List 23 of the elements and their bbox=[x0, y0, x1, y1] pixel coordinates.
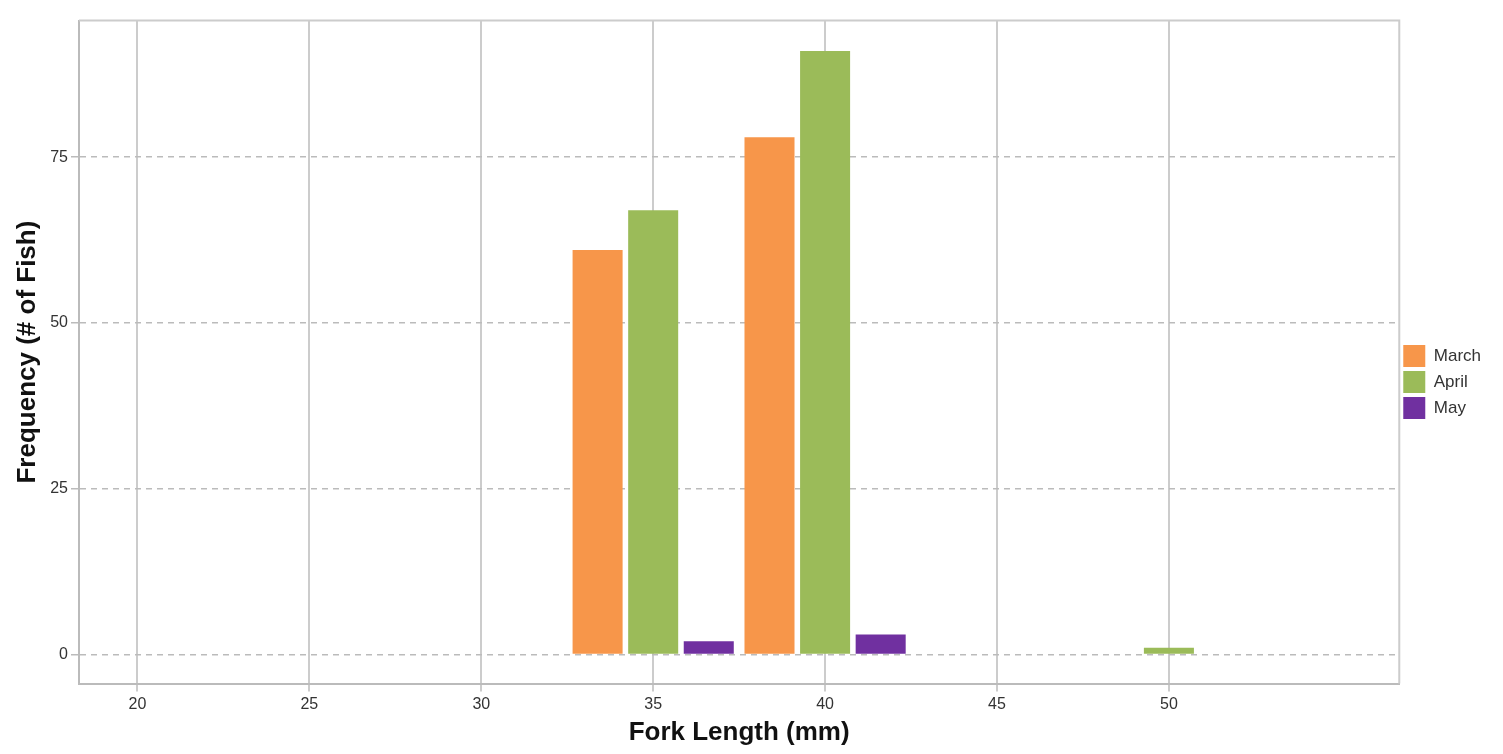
y-axis-title: Frequency (# of Fish) bbox=[10, 220, 41, 484]
bar bbox=[628, 210, 679, 654]
x-tick-label: 25 bbox=[300, 694, 319, 712]
x-tick-label: 50 bbox=[1160, 694, 1178, 712]
y-tick-label: 50 bbox=[50, 313, 69, 331]
bar bbox=[683, 641, 734, 654]
bar bbox=[800, 51, 851, 654]
x-tick-label: 35 bbox=[644, 694, 663, 712]
y-tick-label: 75 bbox=[50, 147, 69, 165]
legend-label: April bbox=[1433, 371, 1468, 391]
y-tick-label: 0 bbox=[59, 644, 69, 662]
bar bbox=[572, 250, 623, 654]
x-tick-label: 30 bbox=[472, 694, 491, 712]
bar bbox=[855, 634, 906, 654]
x-tick-label: 45 bbox=[988, 694, 1006, 712]
bar bbox=[1143, 647, 1194, 654]
x-tick-label: 40 bbox=[816, 694, 835, 712]
x-tick-label: 20 bbox=[128, 694, 147, 712]
legend-label: May bbox=[1433, 397, 1467, 417]
legend-label: March bbox=[1433, 345, 1481, 365]
bar bbox=[744, 137, 795, 654]
x-axis-title: Fork Length (mm) bbox=[628, 715, 850, 746]
y-tick-label: 25 bbox=[50, 479, 69, 497]
